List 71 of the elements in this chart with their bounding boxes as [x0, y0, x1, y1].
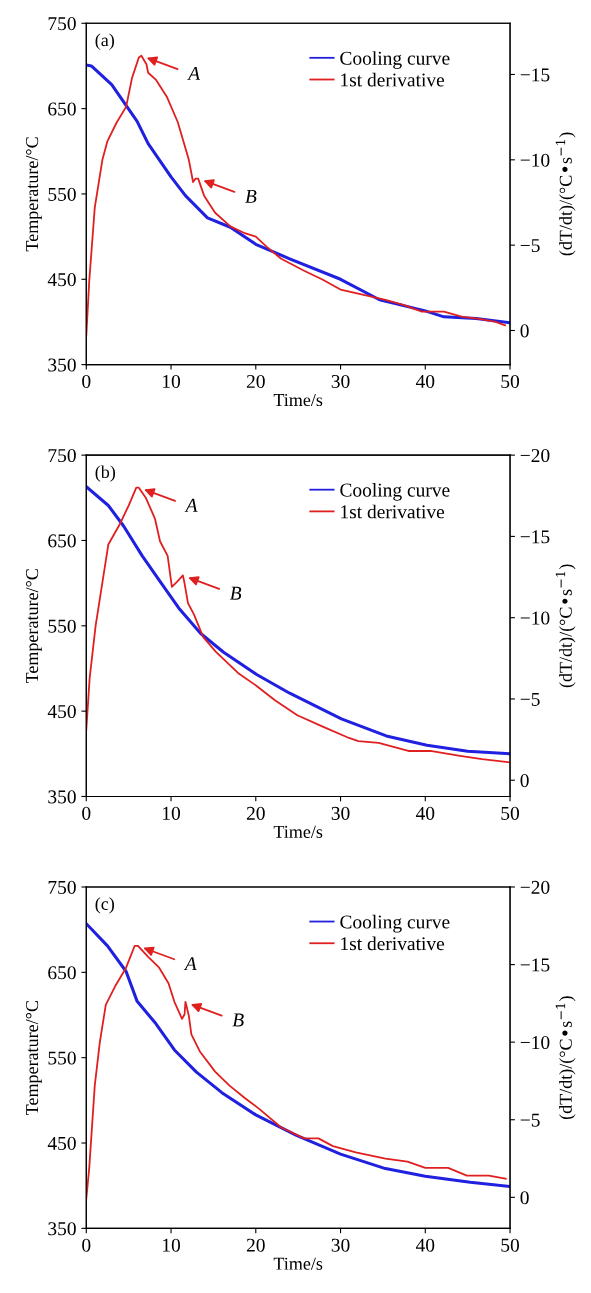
x-tick-label: 50: [501, 806, 520, 820]
y-tick-label: 550: [48, 187, 76, 201]
annotation: A: [184, 498, 198, 512]
y-tick-label: 750: [48, 880, 76, 894]
y-axis-title: Temperature/°C: [25, 569, 42, 684]
x-axis-title: Time/s: [273, 825, 323, 838]
annotation: B: [232, 1013, 244, 1027]
y2-tick-label: −10: [520, 611, 550, 625]
y2-tick-label: 0: [520, 1191, 529, 1205]
y2-tick-label: −5: [520, 692, 540, 706]
annotation: (a): [95, 33, 115, 50]
x-tick-label: 20: [246, 1238, 265, 1252]
x-tick-label: 10: [163, 806, 181, 820]
annotation: (c): [95, 897, 115, 914]
y-tick-label: 650: [48, 102, 76, 116]
legend-label: 1st derivative: [341, 936, 445, 951]
annotation: A: [183, 957, 197, 970]
x-tick-label: 30: [331, 806, 350, 820]
legend-label: 1st derivative: [341, 504, 445, 519]
y-tick-label: 350: [48, 358, 76, 372]
y2-tick-label: −20: [520, 448, 550, 463]
x-tick-label: 50: [501, 1238, 520, 1252]
legend-label: Cooling curve: [340, 914, 450, 933]
y2-tick-label: 0: [520, 774, 529, 788]
x-tick-label: 30: [331, 1238, 350, 1252]
y2-tick-label: −15: [520, 68, 550, 82]
x-tick-label: 50: [501, 374, 520, 389]
y2-tick-label: −5: [520, 239, 540, 253]
x-tick-label: 20: [246, 374, 265, 389]
y-tick-label: 750: [48, 17, 76, 31]
y2-axis-title: (dT/dt)/(°C•s$^{−1}$): [555, 996, 576, 1120]
x-tick-label: 40: [415, 1238, 435, 1252]
legend-label: Cooling curve: [340, 51, 450, 69]
y-tick-label: 350: [48, 1222, 76, 1236]
y2-tick-label: −10: [520, 1035, 550, 1050]
annotation: B: [245, 189, 257, 203]
y-tick-label: 650: [48, 534, 76, 548]
y-tick-label: 750: [48, 448, 76, 463]
y2-tick-label: −10: [520, 153, 550, 167]
annotation: (b): [95, 465, 116, 482]
x-tick-label: 0: [82, 1238, 91, 1252]
x-tick-label: 10: [163, 1238, 181, 1252]
x-tick-label: 40: [415, 374, 435, 389]
y-tick-label: 650: [48, 966, 76, 980]
x-tick-label: 0: [82, 806, 91, 820]
y-tick-label: 450: [47, 1136, 76, 1150]
y2-tick-label: −15: [520, 530, 550, 544]
y-axis-title: Temperature/°C: [25, 1001, 42, 1115]
y2-tick-label: −15: [520, 958, 550, 972]
y-tick-label: 550: [48, 619, 76, 633]
y-tick-label: 450: [47, 704, 76, 719]
legend-label: Cooling curve: [340, 483, 450, 501]
x-tick-label: 20: [246, 806, 265, 820]
y-axis-title: Temperature/°C: [25, 137, 42, 252]
y-tick-label: 450: [47, 273, 76, 287]
x-tick-label: 0: [82, 374, 91, 389]
x-axis-title: Time/s: [273, 393, 323, 407]
y2-tick-label: 0: [520, 324, 529, 338]
annotation: B: [229, 586, 242, 600]
x-tick-label: 10: [163, 374, 181, 389]
y-tick-label: 350: [48, 790, 76, 804]
y2-tick-label: −5: [520, 1113, 540, 1127]
y-tick-label: 550: [48, 1051, 76, 1065]
legend-label: 1st derivative: [341, 72, 445, 87]
x-tick-label: 30: [331, 374, 350, 389]
y2-axis-title: (dT/dt)/(°C•s$^{−1}$): [555, 564, 576, 688]
x-tick-label: 40: [415, 806, 435, 820]
annotation: A: [187, 66, 201, 80]
x-axis-title: Time/s: [273, 1257, 323, 1270]
y2-tick-label: −20: [520, 880, 550, 894]
y2-axis-title: (dT/dt)/(°C•s$^{−1}$): [555, 132, 576, 256]
